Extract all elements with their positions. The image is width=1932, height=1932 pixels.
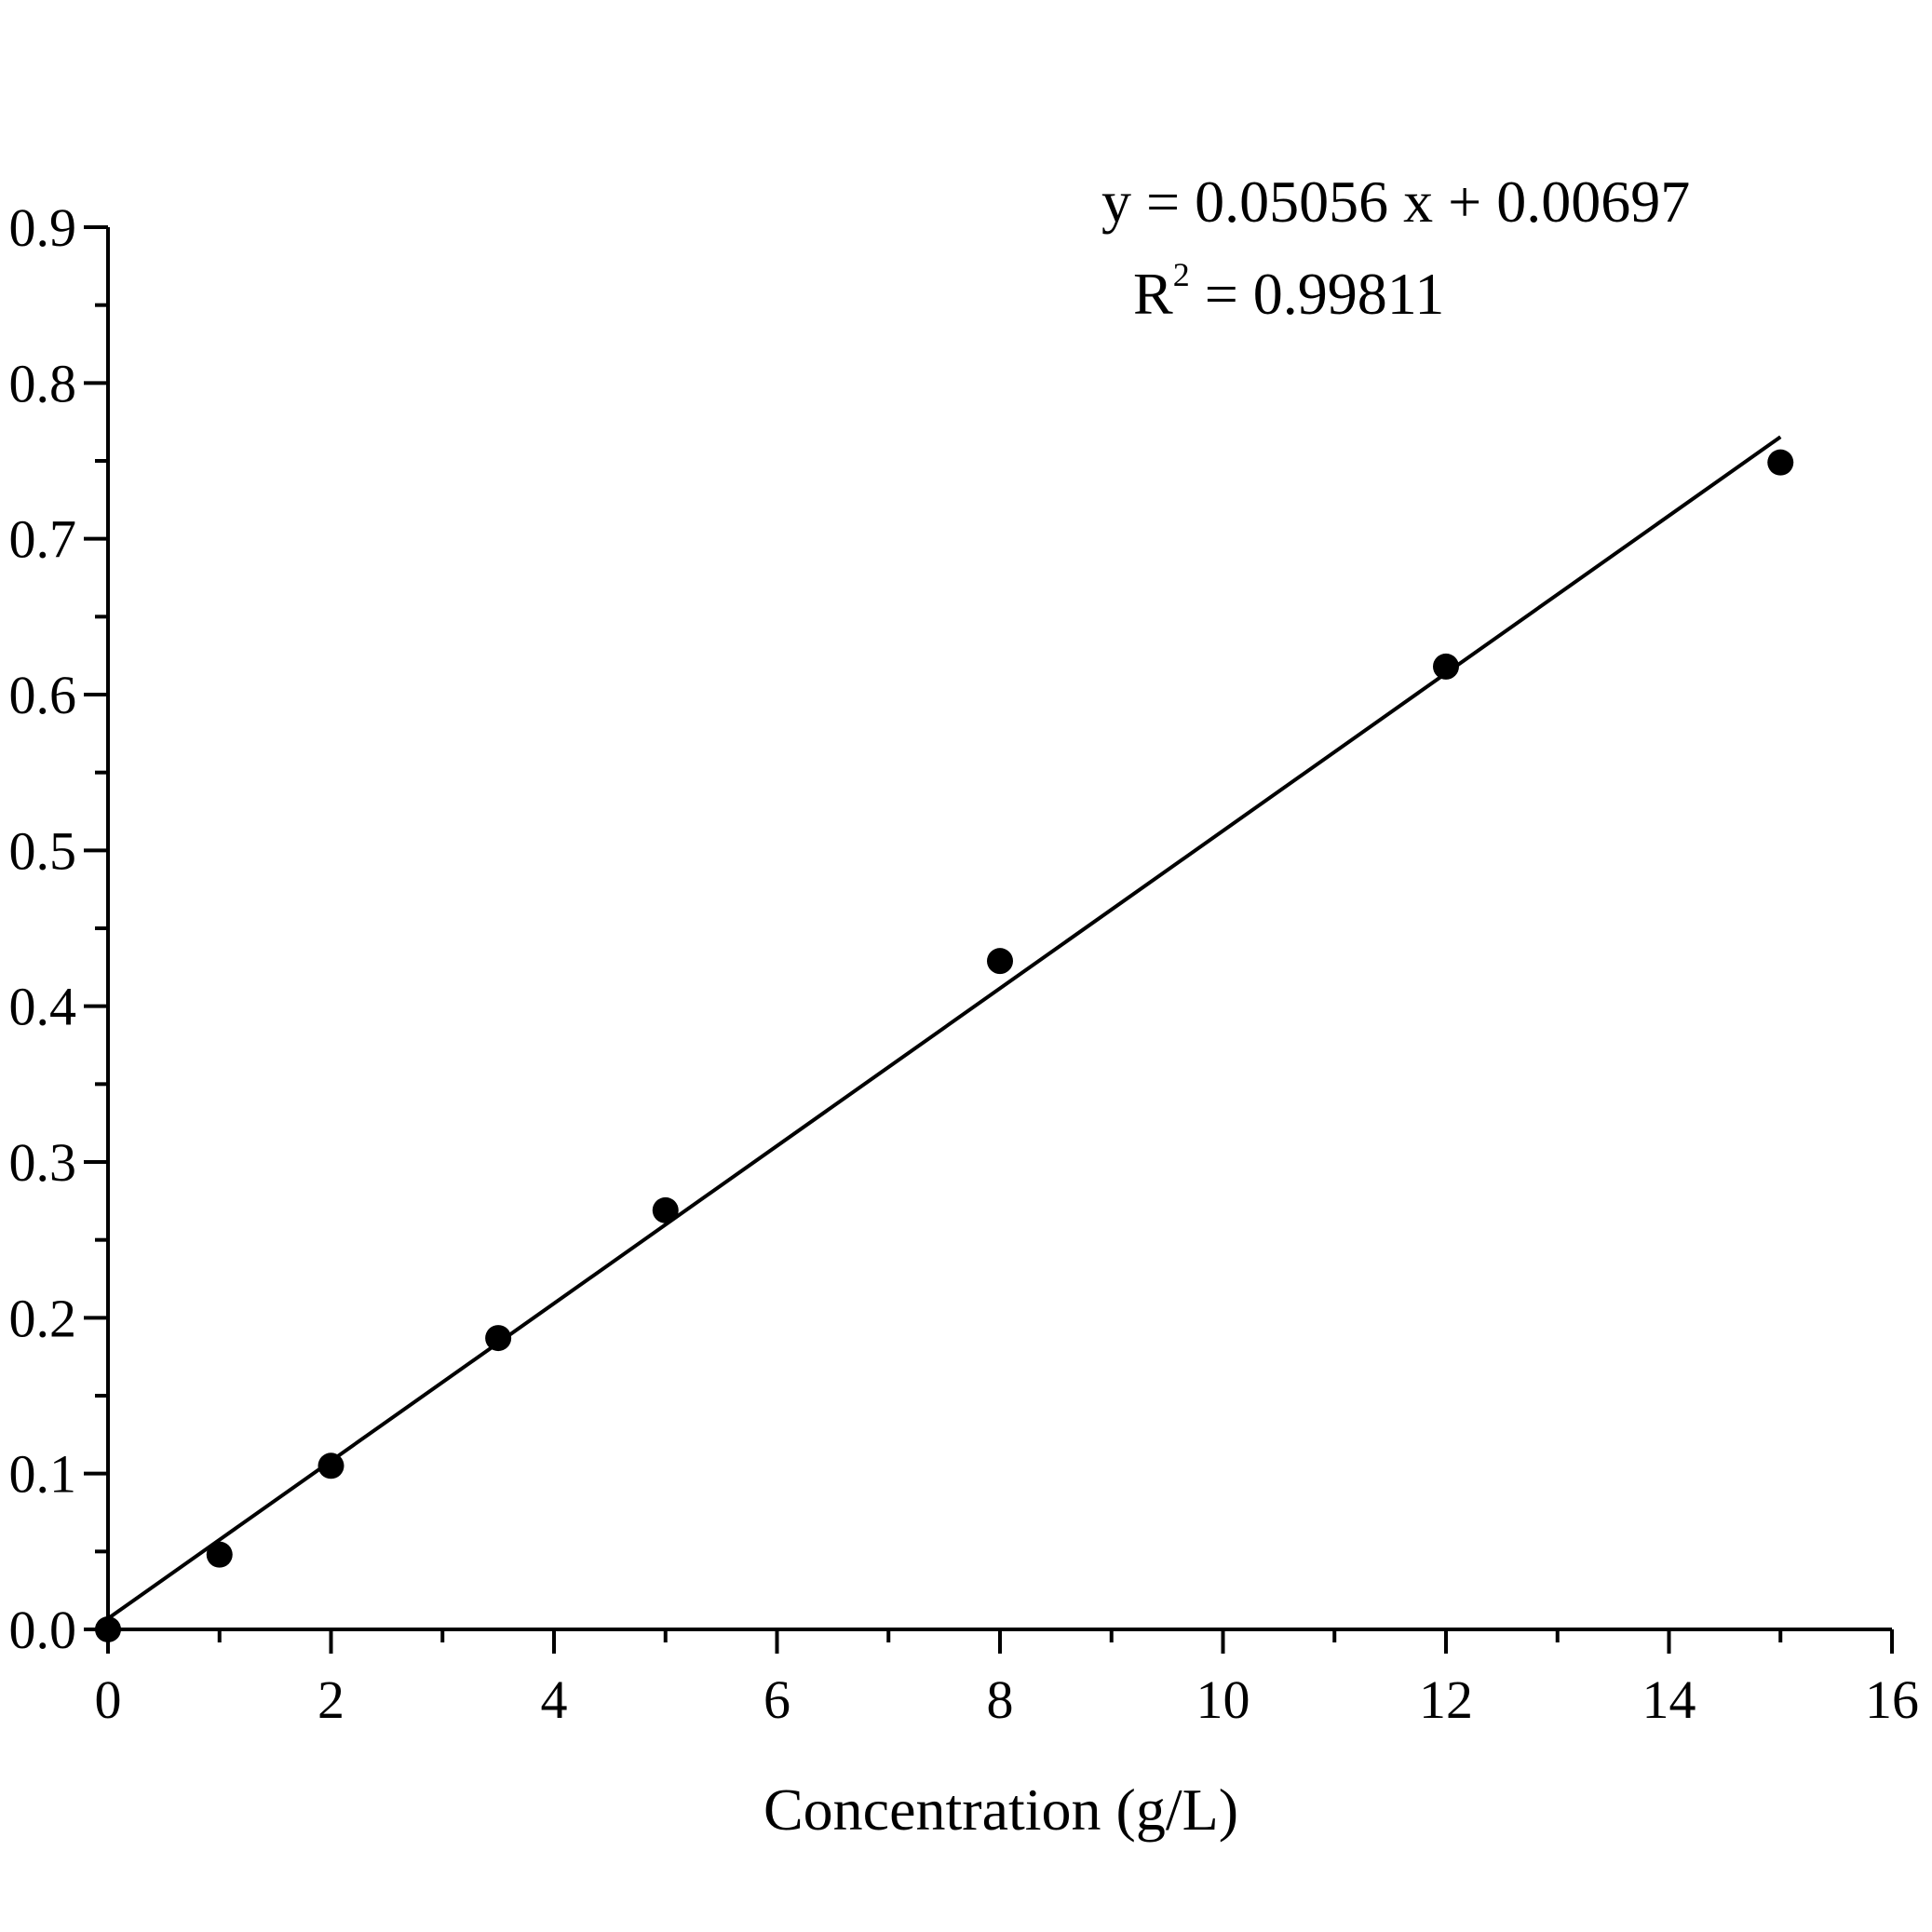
data-points — [95, 449, 1794, 1642]
fit-line — [106, 435, 1782, 1620]
y-tick-label: 0.7 — [9, 509, 77, 570]
data-point — [95, 1616, 121, 1642]
x-tick-label: 8 — [987, 1669, 1014, 1730]
y-tick-label: 0.3 — [9, 1132, 77, 1193]
y-tick-label: 0.6 — [9, 665, 77, 725]
data-point — [652, 1196, 679, 1223]
x-tick-label: 12 — [1419, 1669, 1473, 1730]
x-tick-label: 14 — [1642, 1669, 1696, 1730]
data-point — [1433, 653, 1459, 680]
r-squared-prefix: R — [1133, 261, 1173, 327]
fit-line-group — [106, 435, 1782, 1620]
y-tick-label: 0.8 — [9, 353, 77, 413]
y-tick-label: 0.9 — [9, 197, 77, 258]
x-tick-label: 0 — [95, 1669, 122, 1730]
y-tick-label: 0.2 — [9, 1288, 77, 1348]
data-point — [317, 1452, 345, 1479]
x-tick-label: 16 — [1865, 1669, 1919, 1730]
data-point — [485, 1325, 512, 1352]
r-squared-superscript: 2 — [1173, 256, 1190, 293]
y-tick-label: 0.0 — [9, 1600, 77, 1660]
x-axis-title: Concentration (g/L) — [763, 1777, 1238, 1843]
ticks — [84, 225, 1894, 1654]
tick-labels: 0 2 4 6 8 10 12 14 16 0.0 0.1 0.2 0.3 0.4 0.5 0.6 0.7 0.8… — [9, 197, 1920, 1730]
y-tick-label: 0.5 — [9, 820, 77, 881]
x-tick-label: 4 — [541, 1669, 568, 1730]
r-squared-annotation: R2 = 0.99811 — [1133, 256, 1444, 327]
y-tick-label: 0.4 — [9, 977, 77, 1037]
x-tick-label: 10 — [1196, 1669, 1250, 1730]
data-point — [1767, 449, 1794, 476]
axes — [106, 227, 1892, 1631]
x-tick-label: 2 — [317, 1669, 345, 1730]
data-point — [206, 1541, 233, 1568]
r-squared-value: = 0.99811 — [1190, 261, 1445, 327]
fit-equation: y = 0.05056 x + 0.00697 — [1101, 169, 1690, 235]
x-tick-label: 6 — [763, 1669, 790, 1730]
y-tick-label: 0.1 — [9, 1444, 77, 1505]
data-point — [987, 948, 1013, 975]
